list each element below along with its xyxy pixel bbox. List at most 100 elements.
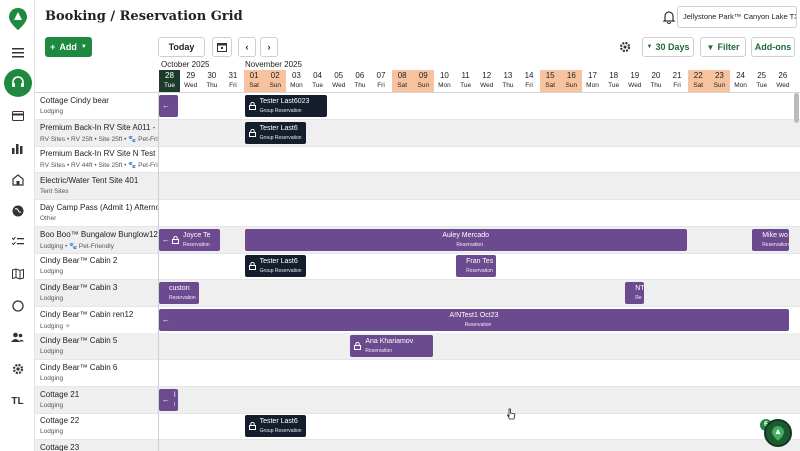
support-headset-icon[interactable] — [0, 69, 35, 97]
reservation-bar[interactable]: ← — [159, 95, 179, 117]
reservation-bar[interactable]: Tester Last6 Group Reservation — [244, 121, 307, 144]
reservation-bar[interactable]: ← A!NTest1 Oct23 Reservation — [159, 308, 789, 331]
site-row[interactable]: Cottage 21 Lodging — [35, 386, 800, 414]
reservation-bar[interactable]: Tester Last6 Group Reservation — [244, 255, 307, 278]
day-column-header[interactable]: 13 Thu — [497, 70, 518, 92]
map-icon[interactable] — [0, 261, 35, 287]
day-number: 07 — [376, 71, 386, 80]
day-column-header[interactable]: 08 Sat — [391, 70, 413, 92]
range-dropdown[interactable]: ▼ 30 Days — [642, 37, 694, 57]
day-column-header[interactable]: 21 Fri — [667, 70, 688, 92]
site-category: Lodging ✧ — [40, 322, 71, 330]
lock-icon — [248, 128, 256, 137]
next-button[interactable]: › — [260, 37, 278, 57]
site-category: Lodging — [40, 375, 64, 382]
day-column-header[interactable]: 14 Fri — [519, 70, 540, 92]
day-column-header[interactable]: 15 Sat — [539, 70, 561, 92]
reservation-bar[interactable]: Fran Tes Reservation — [456, 255, 497, 278]
reservation-bar[interactable]: Tester Last6 Group Reservation — [244, 415, 307, 438]
reservation-bar[interactable]: ← l l — [159, 388, 179, 411]
reservation-bar[interactable]: NT Re — [625, 281, 645, 304]
day-number: 30 — [207, 71, 217, 80]
reservation-bar[interactable]: Mike wo Reservation — [752, 228, 789, 251]
menu-icon[interactable] — [0, 40, 35, 66]
day-weekday: Thu — [354, 82, 366, 89]
day-column-header[interactable]: 16 Sun — [560, 70, 582, 92]
reservation-type: Reservation — [464, 321, 492, 328]
day-column-header[interactable]: 01 Sat — [243, 70, 265, 92]
day-column-header[interactable]: 04 Tue — [307, 70, 328, 92]
day-weekday: Mon — [734, 82, 747, 89]
globe-icon[interactable] — [0, 198, 35, 224]
day-column-header[interactable]: 28 Tue — [159, 70, 180, 92]
calendar-picker-button[interactable] — [212, 37, 232, 57]
day-column-header[interactable]: 22 Sat — [687, 70, 709, 92]
day-column-header[interactable]: 24 Mon — [730, 70, 751, 92]
notification-bell-icon[interactable] — [662, 10, 676, 24]
site-name: Cindy Bear™ Cabin 6 — [40, 363, 118, 372]
day-column-header[interactable]: 03 Mon — [286, 70, 307, 92]
addons-button[interactable]: Add-ons — [751, 37, 795, 57]
day-number: 21 — [672, 71, 682, 80]
grid-settings-gear-icon[interactable] — [619, 41, 631, 53]
app-logo-icon[interactable] — [9, 8, 27, 30]
day-column-header[interactable]: 10 Mon — [434, 70, 455, 92]
park-selector[interactable]: Jellystone Park™ Canyon Lake TX — [677, 6, 797, 28]
reports-chart-icon[interactable] — [0, 135, 35, 161]
day-column-header[interactable]: 26 Wed — [772, 70, 793, 92]
site-row[interactable]: Electric/Water Tent Site 401 Tent Sites — [35, 173, 800, 201]
day-column-header[interactable]: 20 Thu — [645, 70, 666, 92]
site-row[interactable]: Cindy Bear™ Cabin ren12 Lodging ✧ — [35, 307, 800, 334]
day-column-header[interactable]: 30 Thu — [201, 70, 222, 92]
day-column-header[interactable]: 11 Tue — [455, 70, 476, 92]
day-column-header[interactable]: 07 Fri — [371, 70, 392, 92]
site-row[interactable]: Cottage 22 Lodging — [35, 413, 800, 441]
previous-button[interactable]: ‹ — [238, 37, 256, 57]
day-column-header[interactable]: 12 Wed — [476, 70, 497, 92]
tasks-list-icon[interactable] — [0, 229, 35, 255]
add-button[interactable]: + Add ▼ — [45, 37, 92, 57]
site-row[interactable]: Premium Back-In RV Site N Test Site RV Si… — [35, 146, 800, 174]
site-row[interactable]: Cindy Bear™ Cabin 2 Lodging — [35, 253, 800, 281]
site-row[interactable]: Cindy Bear™ Cabin 3 Lodging — [35, 279, 800, 307]
settings-gear-icon[interactable] — [0, 356, 35, 382]
site-row[interactable]: Premium Back-In RV Site A011 - Po... RV S… — [35, 119, 800, 147]
user-initials-avatar[interactable]: TL — [0, 388, 35, 414]
site-row[interactable]: Day Camp Pass (Admit 1) Afternoo... Other — [35, 200, 800, 227]
vertical-scrollbar[interactable] — [794, 93, 799, 123]
reservation-guest: Joyce Te — [183, 231, 211, 239]
day-weekday: Mon — [438, 82, 451, 89]
day-number: 02 — [270, 71, 280, 80]
day-column-header[interactable]: 19 Wed — [624, 70, 645, 92]
pointer-cursor-icon — [507, 408, 516, 420]
assistant-button[interactable] — [764, 419, 792, 447]
continues-left-icon: ← — [162, 394, 170, 404]
users-icon[interactable] — [0, 324, 35, 350]
reservation-bar[interactable]: Auley Mercado Reservation — [244, 228, 687, 251]
site-row[interactable]: Cottage Cindy bear Lodging — [35, 93, 800, 120]
today-button[interactable]: Today — [158, 37, 205, 57]
reservation-bar[interactable]: custon Reservation — [159, 281, 200, 304]
site-row[interactable]: Cindy Bear™ Cabin 6 Lodging — [35, 360, 800, 387]
filter-button[interactable]: ▼ Filter — [700, 37, 746, 57]
reservation-bar[interactable]: Ana Khariamov Reservation — [350, 335, 433, 358]
day-column-header[interactable]: 23 Sun — [708, 70, 730, 92]
day-column-header[interactable]: 31 Fri — [222, 70, 243, 92]
site-category: Lodging — [40, 348, 64, 356]
sites-building-icon[interactable] — [0, 167, 35, 193]
day-column-header[interactable]: 29 Wed — [180, 70, 201, 92]
reservation-bar[interactable]: ← Joyce Te Reservation — [159, 228, 221, 251]
day-column-header[interactable]: 18 Tue — [603, 70, 624, 92]
reservation-bar[interactable]: Tester Last6023 Group Reservation — [244, 95, 328, 117]
site-category: RV Sites • RV 25ft • Site 25ft • 🐾 Pet-F… — [40, 135, 158, 143]
site-category: Lodging — [40, 268, 64, 276]
payments-card-icon[interactable] — [0, 103, 35, 129]
day-column-header[interactable]: 17 Mon — [582, 70, 603, 92]
circle-icon[interactable] — [0, 293, 35, 319]
day-column-header[interactable]: 09 Sun — [412, 70, 434, 92]
day-column-header[interactable]: 02 Sun — [264, 70, 286, 92]
day-column-header[interactable]: 05 Wed — [328, 70, 349, 92]
day-column-header[interactable]: 25 Tue — [751, 70, 772, 92]
day-column-header[interactable]: 06 Thu — [349, 70, 370, 92]
